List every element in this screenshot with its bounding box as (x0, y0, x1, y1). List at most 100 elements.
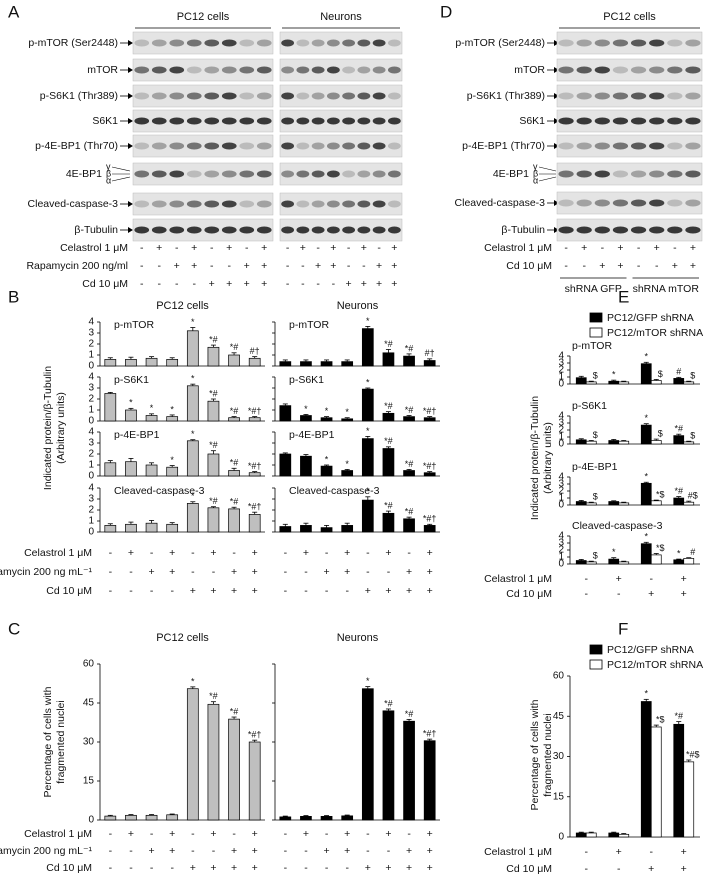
significance-marker: *# (674, 486, 683, 496)
blot-band (256, 170, 272, 178)
treatment-sign: + (226, 278, 232, 290)
y-tick-label: 2 (88, 505, 94, 516)
y-tick-label: 0 (558, 379, 564, 390)
significance-marker: * (644, 689, 648, 699)
isoform-tick (111, 166, 131, 172)
blot-band (594, 39, 610, 47)
bar (248, 741, 261, 821)
treatment-sign: - (325, 585, 329, 597)
blot-strip (132, 218, 274, 242)
blot-band (649, 199, 665, 207)
blot-band (342, 200, 356, 208)
treatment-label: Cd 10 μM (506, 588, 552, 600)
blot-band (342, 142, 356, 150)
treatment-sign: - (284, 828, 288, 840)
blot-label: p-4E-BP1 (Thr70) (462, 140, 545, 152)
blot-band (239, 117, 255, 125)
significance-marker: * (612, 370, 616, 380)
y-tick-label: 0 (558, 500, 564, 511)
significance-marker: * (325, 454, 329, 464)
blot-band (169, 117, 185, 125)
significance-marker: *#$ (686, 749, 700, 759)
blot-band (558, 199, 574, 207)
blot-band (326, 170, 340, 178)
blot-label: β-Tubulin (501, 224, 545, 236)
treatment-sign: + (344, 845, 350, 857)
bar (166, 416, 179, 422)
significance-marker: *$ (656, 489, 665, 499)
blot-band (630, 199, 647, 207)
bar (650, 380, 662, 385)
blot-band (256, 226, 272, 234)
bar (403, 470, 415, 477)
bar (575, 560, 587, 565)
treatment-label: Celastrol 1 μM (484, 573, 552, 585)
treatment-sign: + (210, 585, 216, 597)
significance-marker: *$ (656, 543, 665, 553)
bar (207, 346, 220, 367)
subgroup-label: shRNA GFP (565, 283, 622, 295)
bar (104, 359, 117, 367)
treatment-sign: + (252, 862, 258, 874)
bar (618, 381, 630, 385)
treatment-sign: - (191, 828, 195, 840)
treatment-sign: + (156, 242, 162, 254)
blot-strip (132, 109, 274, 133)
treatment-sign: - (129, 845, 133, 857)
treatment-sign: + (391, 260, 397, 272)
blot-strip (132, 58, 274, 82)
treatment-sign: + (346, 278, 352, 290)
significance-marker: $ (593, 492, 598, 502)
y-tick-label: 0 (558, 439, 564, 450)
treatment-sign: - (109, 862, 113, 874)
treatment-sign: - (191, 547, 195, 559)
blot-band (685, 226, 701, 234)
significance-marker: * (304, 404, 308, 414)
bar (575, 377, 587, 385)
bar (423, 472, 436, 477)
isoform-label: γ (106, 161, 111, 171)
blot-band (256, 117, 272, 125)
significance-marker: $ (593, 430, 598, 440)
blot-band (357, 142, 371, 150)
treatment-label: Celastrol 1 μM (60, 242, 128, 254)
significance-marker: *# (209, 334, 218, 344)
treatment-sign: - (129, 862, 133, 874)
significance-marker: $ (593, 371, 598, 381)
significance-marker: *# (230, 342, 239, 352)
treatment-sign: - (193, 278, 197, 290)
blot-band (296, 142, 310, 150)
blot-band (342, 39, 356, 47)
panel-letter: A (8, 2, 20, 21)
bar (248, 417, 261, 422)
blot-band (311, 226, 325, 234)
bar (104, 462, 117, 477)
treatment-sign: + (210, 828, 216, 840)
treatment-sign: - (316, 242, 320, 254)
significance-marker: * (366, 377, 370, 387)
blot-band (256, 200, 272, 208)
significance-marker: *# (230, 497, 239, 507)
blot-band (667, 66, 683, 74)
blot-band (685, 92, 701, 100)
treatment-sign: + (391, 242, 397, 254)
subplot-label: p-4E-BP1 (289, 429, 335, 441)
treatment-sign: - (284, 585, 288, 597)
blot-strip (279, 31, 403, 55)
blot-band (151, 66, 167, 74)
bar (320, 816, 333, 821)
isoform-tick (538, 166, 557, 172)
treatment-sign: - (407, 547, 411, 559)
bar (186, 503, 199, 533)
bar (341, 525, 354, 533)
treatment-sign: + (169, 566, 175, 578)
bar (650, 500, 662, 506)
treatment-sign: - (564, 242, 568, 254)
bar (104, 525, 117, 533)
significance-marker: * (366, 316, 370, 326)
blot-band (256, 142, 272, 150)
y-tick-label: 2 (558, 365, 564, 376)
blot-band (186, 170, 202, 178)
blot-band (281, 117, 295, 125)
treatment-sign: - (210, 242, 214, 254)
